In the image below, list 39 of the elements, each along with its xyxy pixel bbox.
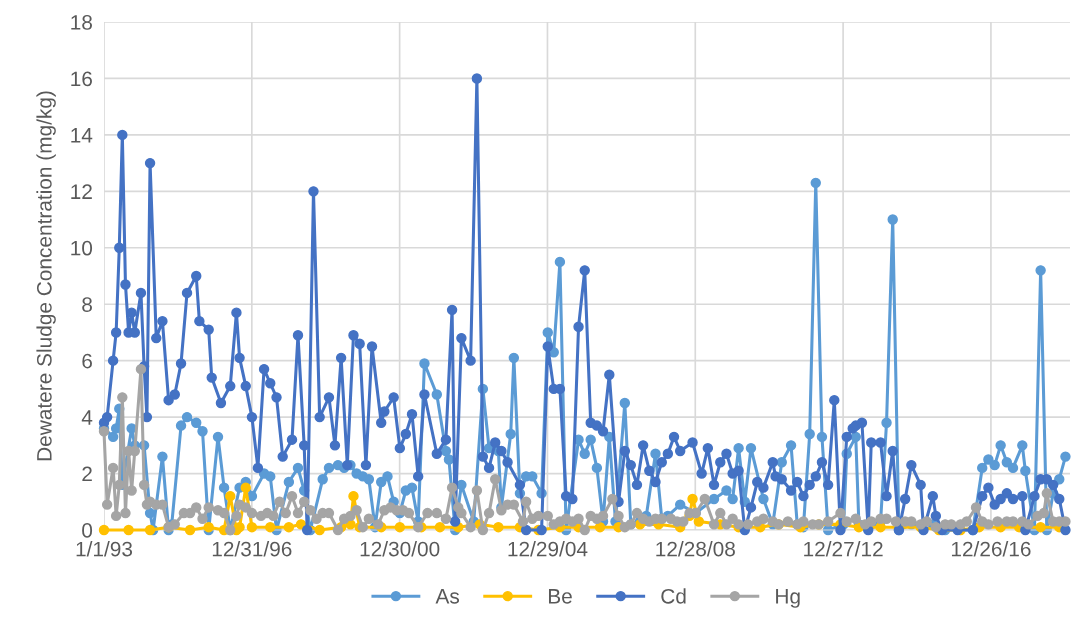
point [687,493,698,505]
point [246,521,258,533]
point [123,524,134,536]
y-tick-label: 8 [82,297,92,312]
x-tick-label: 12/29/04 [508,541,588,557]
point [314,524,325,536]
y-tick-label: 14 [71,128,93,143]
legend-label: Cd [661,588,686,604]
y-axis-title: Dewatere Sludge Concentration (mg/kg) [36,91,56,461]
x-tick-label: 12/27/12 [804,541,883,557]
y-tick-label: 12 [71,184,92,199]
point [434,521,446,533]
point [283,521,295,533]
x-tick-label: 12/26/16 [951,541,1031,557]
point [1035,521,1046,533]
y-tick-label: 0 [82,523,93,538]
point [184,524,196,536]
point [394,521,406,533]
x-tick-label: 12/31/96 [212,541,292,557]
y-tick-label: 4 [81,410,93,425]
x-tick-label: 12/30/00 [360,541,440,557]
y-tick-label: 2 [82,466,92,482]
point [225,490,236,502]
y-tick-label: 18 [71,15,92,30]
y-tick-label: 16 [71,71,92,87]
legend-label: Hg [776,589,800,608]
point [693,516,705,527]
legend-label: Be [548,589,572,604]
point [240,482,251,493]
point [265,521,276,533]
point [594,521,606,533]
y-tick-label: 6 [82,353,92,369]
legend-label: As [435,589,460,604]
point [98,524,110,536]
y-tick-label: 10 [71,240,93,256]
point [348,490,359,502]
point [493,521,504,533]
x-tick-label: 12/28/08 [656,541,735,557]
x-tick-label: 1/1/93 [76,541,133,557]
